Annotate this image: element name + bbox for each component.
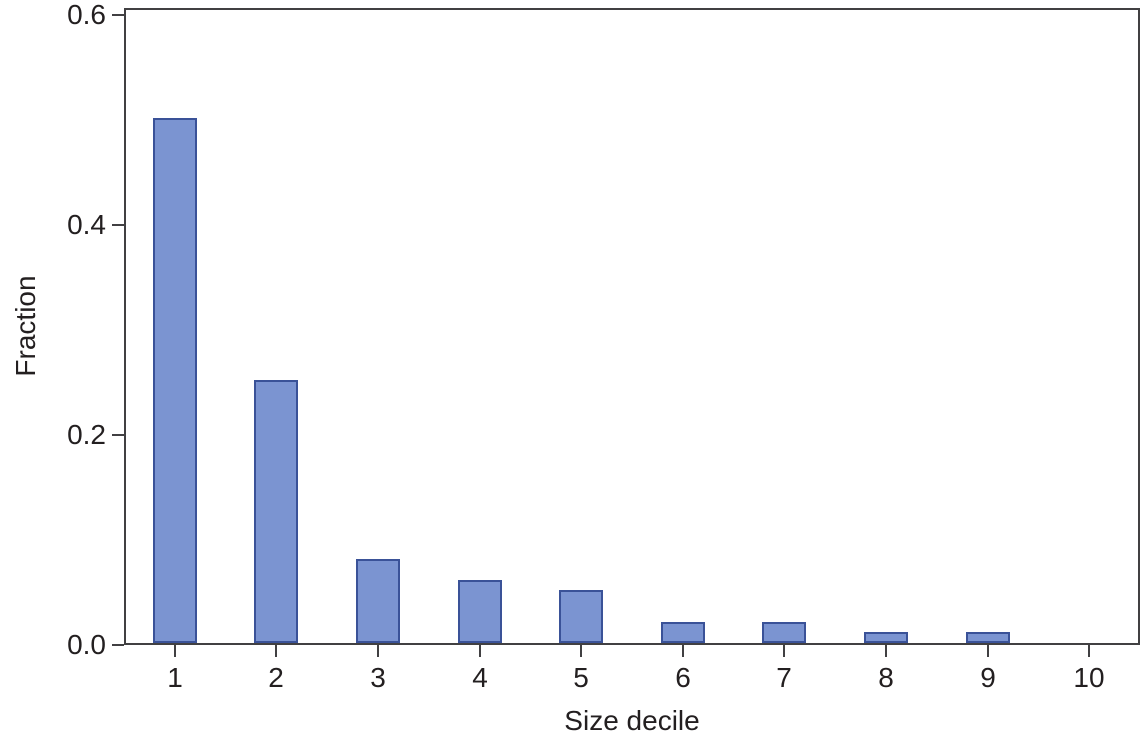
- y-axis-title: Fraction: [10, 275, 41, 377]
- y-tick-0.4: [112, 224, 124, 226]
- y-tick-0.2: [112, 434, 124, 436]
- y-tick-0.0: [112, 644, 124, 646]
- y-tick-label-0.0: 0.0: [67, 629, 106, 660]
- x-tick-label-10: 10: [1073, 662, 1105, 693]
- y-tick-label-0.6: 0.6: [67, 0, 106, 30]
- x-tick-label-8: 8: [878, 662, 894, 693]
- x-tick-1: [174, 645, 176, 657]
- x-tick-label-4: 4: [472, 662, 488, 693]
- bar-4: [458, 580, 502, 643]
- x-tick-5: [580, 645, 582, 657]
- y-tick-label-0.4: 0.4: [67, 209, 106, 240]
- x-tick-label-5: 5: [573, 662, 589, 693]
- bar-5: [559, 590, 603, 643]
- x-tick-2: [275, 645, 277, 657]
- bar-6: [661, 622, 705, 643]
- plot-area: [124, 8, 1140, 645]
- x-tick-7: [783, 645, 785, 657]
- bar-7: [762, 622, 806, 643]
- bar-3: [356, 559, 400, 643]
- bar-2: [254, 380, 298, 643]
- bar-1: [153, 118, 197, 643]
- x-tick-4: [479, 645, 481, 657]
- x-tick-label-7: 7: [776, 662, 792, 693]
- x-tick-8: [885, 645, 887, 657]
- x-tick-9: [987, 645, 989, 657]
- x-tick-label-1: 1: [167, 662, 183, 693]
- bar-9: [966, 632, 1010, 643]
- x-tick-label-9: 9: [980, 662, 996, 693]
- x-tick-label-3: 3: [370, 662, 386, 693]
- x-tick-6: [682, 645, 684, 657]
- y-tick-0.6: [112, 14, 124, 16]
- x-tick-label-2: 2: [268, 662, 284, 693]
- x-axis-title: Size decile: [564, 705, 700, 736]
- bar-8: [864, 632, 908, 643]
- x-tick-3: [377, 645, 379, 657]
- x-tick-label-6: 6: [675, 662, 691, 693]
- y-tick-label-0.2: 0.2: [67, 419, 106, 450]
- x-tick-10: [1088, 645, 1090, 657]
